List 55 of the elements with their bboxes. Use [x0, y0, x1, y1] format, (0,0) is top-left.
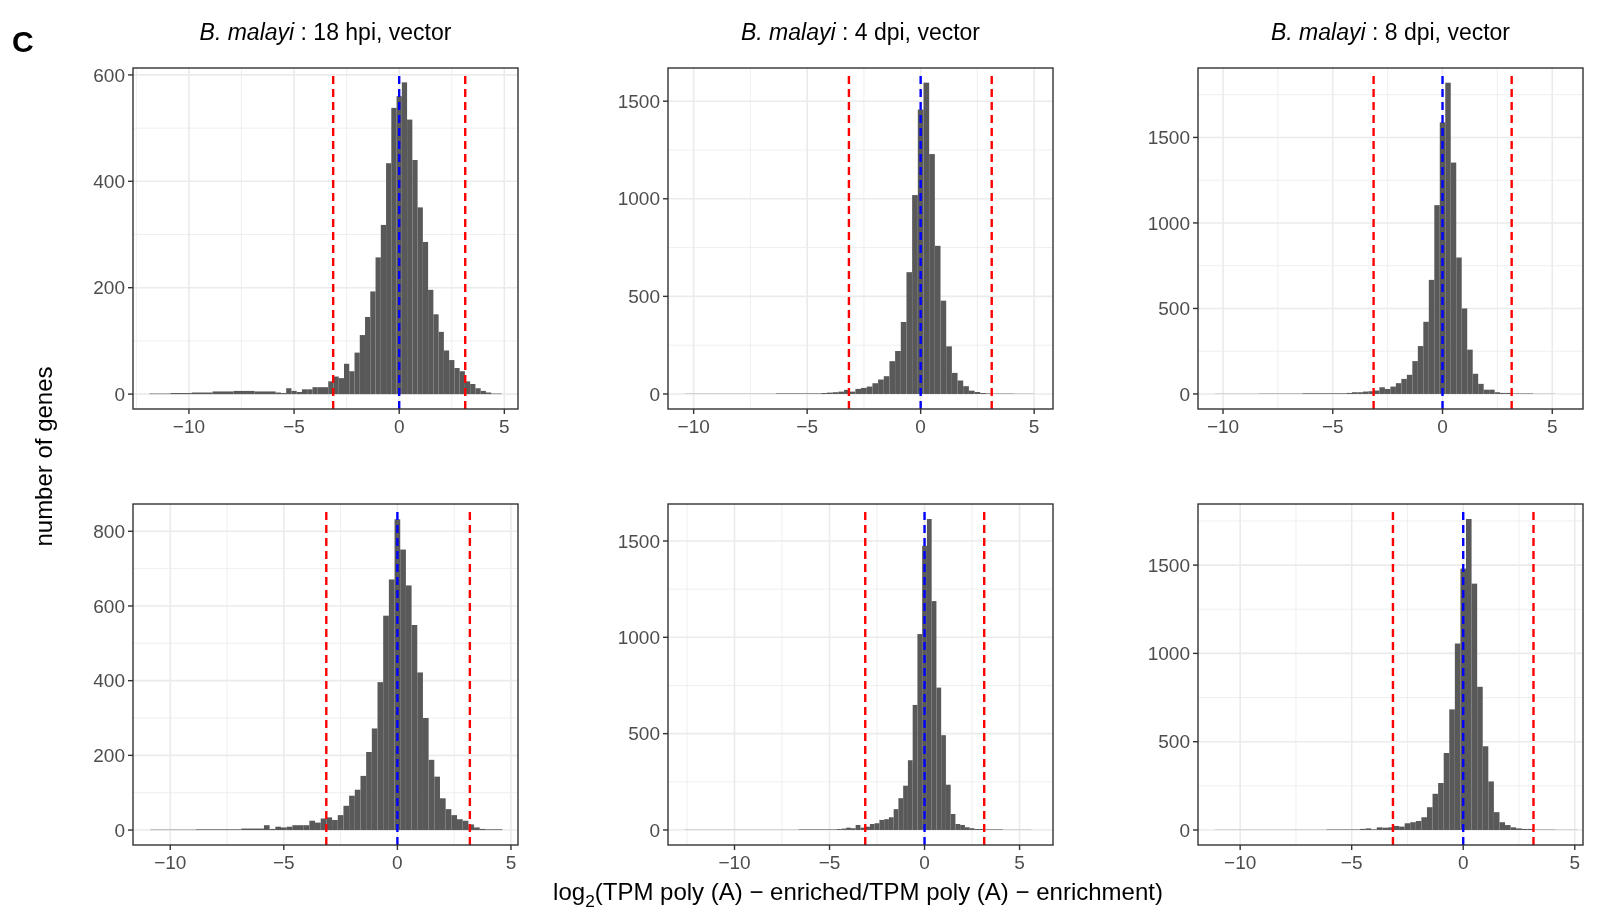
y-tick-label: 1500 [617, 530, 660, 552]
x-tick-label: 5 [505, 852, 517, 873]
chart-title: B. malayi : 18 hpi, vector [199, 19, 452, 45]
x-tick-label: −10 [154, 852, 187, 873]
x-tick-label: 0 [1437, 416, 1448, 437]
x-tick-label: −10 [1224, 852, 1257, 873]
text: C [12, 25, 34, 58]
x-tick-label: −10 [172, 416, 206, 437]
y-tick-label: 0 [1179, 819, 1190, 841]
y-tick-label: 600 [93, 64, 125, 86]
x-tick-label: 5 [1546, 416, 1558, 437]
y-tick-label: 1000 [1147, 643, 1190, 665]
y-tick-label: 1500 [1147, 554, 1190, 576]
x-tick-label: −5 [796, 416, 818, 437]
y-tick-label: 500 [628, 286, 660, 308]
x-tick-label: 0 [392, 852, 403, 873]
y-tick-label: 0 [114, 383, 125, 405]
y-tick-label: 1500 [617, 90, 660, 112]
y-tick-label: 0 [649, 383, 660, 405]
x-tick-label: 5 [499, 416, 510, 437]
x-tick-label: 0 [919, 852, 930, 873]
y-tick-label: 800 [93, 520, 125, 542]
x-tick-label: 0 [393, 416, 405, 437]
y-tick-label: 200 [93, 745, 125, 767]
y-tick-label: 200 [93, 277, 125, 299]
y-tick-label: 0 [1179, 383, 1190, 405]
x-tick-label: 5 [1028, 416, 1040, 437]
x-tick-label: −10 [718, 852, 751, 873]
y-tick-label: 400 [93, 670, 125, 692]
x-tick-label: −5 [818, 852, 841, 873]
x-tick-label: −5 [272, 852, 295, 873]
x-tick-label: −5 [283, 416, 305, 437]
chart-title: B. malayi : 8 dpi, vector [1270, 19, 1511, 45]
y-tick-label: 1500 [1147, 127, 1190, 149]
x-tick-label: −10 [677, 416, 710, 437]
x-axis-title: log$_{2}$(TPM poly (A) − enriched/TPM poly (A) − enrichment) [553, 878, 1163, 911]
chart-title: B. malayi : 4 dpi, vector [740, 19, 981, 45]
x-tick-label: 0 [1457, 852, 1469, 873]
x-tick-label: −5 [1321, 416, 1344, 437]
y-tick-label: 1000 [1147, 212, 1190, 234]
x-tick-label: −10 [1206, 416, 1240, 437]
y-tick-label: 0 [114, 819, 125, 841]
y-tick-label: 1000 [617, 626, 660, 648]
x-tick-label: −5 [1340, 852, 1363, 873]
y-tick-label: 400 [93, 170, 125, 192]
x-tick-label: 5 [1569, 852, 1581, 873]
y-tick-label: 600 [93, 595, 125, 617]
y-tick-label: 0 [649, 819, 660, 841]
x-tick-label: 0 [915, 416, 926, 437]
y-tick-label: 1000 [617, 188, 660, 210]
y-tick-label: 500 [628, 723, 660, 745]
x-tick-label: 5 [1014, 852, 1025, 873]
y-axis-title: number of genes [30, 366, 57, 547]
y-tick-label: 500 [1158, 731, 1190, 753]
y-tick-label: 500 [1158, 298, 1190, 320]
